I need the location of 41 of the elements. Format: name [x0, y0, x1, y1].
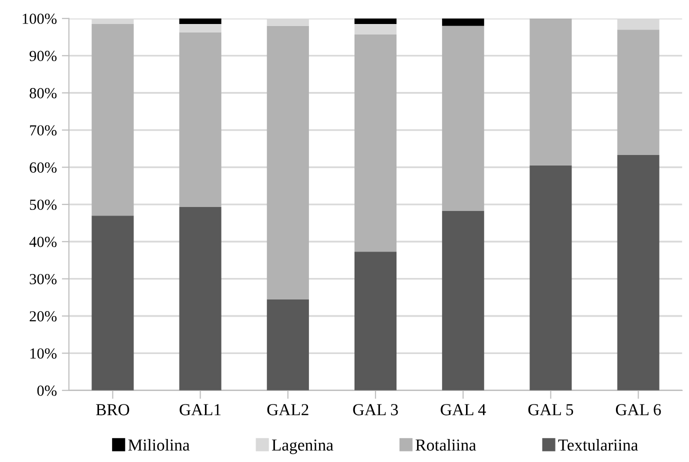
- bar: [179, 32, 222, 208]
- y-tick-label: 20%: [30, 311, 57, 322]
- bar: [442, 26, 484, 211]
- x-tick-label: BRO: [96, 404, 130, 416]
- bar: [179, 24, 222, 32]
- bar: [179, 18, 222, 24]
- x-tick-label: GAL 3: [353, 404, 398, 416]
- y-tick-label: 40%: [29, 236, 57, 248]
- y-tick-label: 0%: [37, 386, 57, 396]
- y-tick-label: 100%: [22, 14, 57, 24]
- x-tick-label: GAL 4: [440, 404, 486, 416]
- bar: [617, 154, 660, 390]
- bar: [266, 299, 309, 390]
- legend-label: Miliolina: [128, 438, 190, 451]
- x-tick-label: GAL 6: [616, 404, 661, 416]
- x-tick-label: GAL1: [180, 404, 221, 416]
- bar: [530, 18, 572, 166]
- legend-label: Rotaliina: [416, 438, 476, 451]
- bar: [442, 18, 484, 26]
- bar: [92, 216, 134, 390]
- x-tick-label: GAL 5: [528, 404, 574, 416]
- legend-label: Lagenina: [272, 439, 334, 454]
- bar: [617, 30, 660, 155]
- y-tick-label: 90%: [30, 50, 57, 62]
- x-tick-label: GAL2: [267, 404, 308, 416]
- bar: [354, 18, 397, 24]
- y-tick-label: 60%: [30, 162, 57, 173]
- y-tick-label: 50%: [30, 200, 57, 210]
- bar: [354, 252, 397, 390]
- legend-label: Textulariina: [558, 438, 638, 451]
- bar: [530, 165, 572, 390]
- y-tick-label: 30%: [30, 274, 57, 284]
- y-tick-label: 70%: [30, 125, 57, 136]
- bar: [354, 34, 397, 252]
- bar: [354, 24, 397, 34]
- bar: [179, 207, 222, 390]
- y-tick-label: 10%: [30, 348, 57, 359]
- bar: [442, 210, 484, 390]
- bar: [92, 24, 134, 216]
- bar: [266, 26, 309, 300]
- y-tick-label: 80%: [30, 88, 57, 98]
